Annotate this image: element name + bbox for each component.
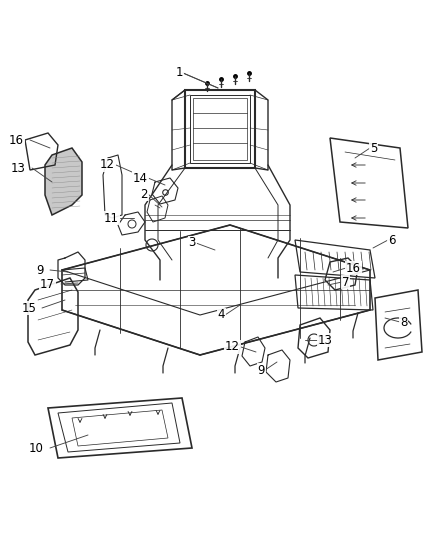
- Text: 13: 13: [11, 161, 26, 174]
- Text: 12: 12: [225, 341, 240, 353]
- Text: 15: 15: [22, 302, 37, 314]
- Text: 1: 1: [176, 67, 183, 79]
- Polygon shape: [45, 148, 82, 215]
- Text: 12: 12: [100, 158, 115, 172]
- Text: 6: 6: [388, 233, 396, 246]
- Text: 13: 13: [318, 334, 333, 346]
- Text: 16: 16: [9, 133, 24, 147]
- Text: 4: 4: [218, 309, 225, 321]
- Text: 5: 5: [370, 141, 378, 155]
- Text: 8: 8: [400, 316, 407, 328]
- Text: 14: 14: [133, 172, 148, 184]
- Text: 2: 2: [141, 188, 148, 200]
- Text: 10: 10: [29, 441, 44, 455]
- Text: 9: 9: [36, 263, 44, 277]
- Text: 16: 16: [346, 262, 361, 274]
- Text: 11: 11: [104, 212, 119, 224]
- Text: 9: 9: [258, 364, 265, 376]
- Text: 3: 3: [189, 237, 196, 249]
- Text: 7: 7: [342, 276, 350, 288]
- Text: 17: 17: [40, 278, 55, 290]
